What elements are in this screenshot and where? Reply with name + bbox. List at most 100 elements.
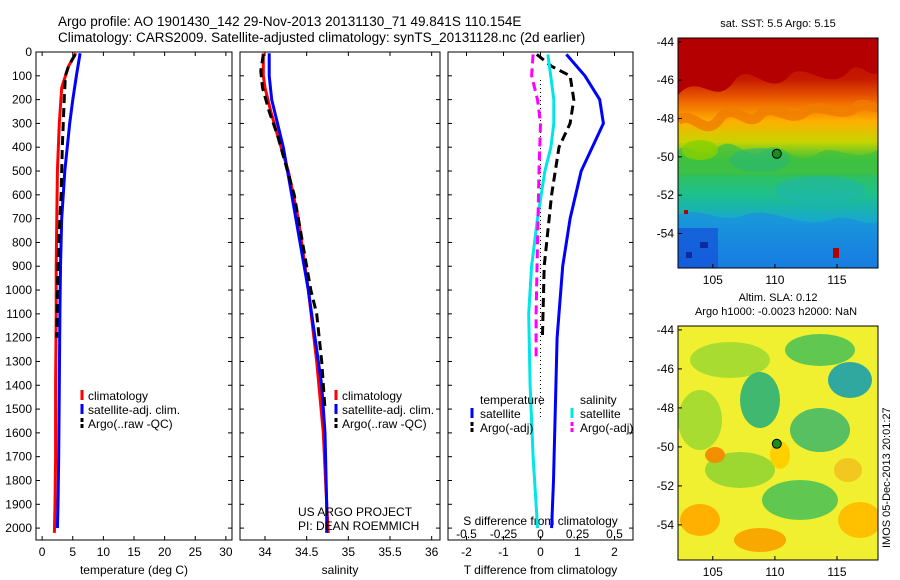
temperature-xtick-label: 0 bbox=[39, 545, 46, 559]
temperature-series-2 bbox=[55, 53, 77, 338]
sla-map-subtitle: Argo h1000: -0.0023 h2000: NaN bbox=[695, 306, 857, 318]
difference-xtick-label: 1 bbox=[574, 545, 581, 559]
sla-map-lat-label: -52 bbox=[657, 479, 675, 493]
sla-map-title: Altim. SLA: 0.12 bbox=[739, 292, 818, 304]
sla-map: Altim. SLA: 0.12 Argo h1000: -0.0023 h20… bbox=[657, 292, 879, 579]
depth-tick-label: 600 bbox=[12, 188, 32, 202]
depth-tick-label: 400 bbox=[12, 140, 32, 154]
salinity-series-1 bbox=[267, 53, 329, 533]
temperature-axis-label: temperature (deg C) bbox=[80, 563, 188, 577]
salinity-xtick-label: 34 bbox=[258, 545, 272, 559]
s-diff-xtick-label: -0.5 bbox=[456, 527, 477, 541]
depth-tick-label: 200 bbox=[12, 93, 32, 107]
sst-map-lon-label: 105 bbox=[703, 273, 723, 287]
salinity-xtick-label: 35 bbox=[342, 545, 356, 559]
diff-legend-label: satellite bbox=[480, 407, 521, 421]
project-annotation: US ARGO PROJECT bbox=[298, 505, 413, 519]
diff-legend-label: Argo(-adj) bbox=[580, 421, 633, 435]
sla-map-lat-label: -46 bbox=[657, 362, 675, 376]
diff-legend-label: Argo(-adj) bbox=[480, 421, 533, 435]
temperature-legend-label: Argo(..raw -QC) bbox=[88, 417, 173, 431]
salinity-xtick-label: 34.5 bbox=[295, 545, 319, 559]
sla-map-lon-label: 110 bbox=[765, 565, 784, 579]
difference-axis-label: T difference from climatology bbox=[464, 563, 618, 577]
temperature-xtick-label: 30 bbox=[219, 545, 233, 559]
difference-series-3 bbox=[530, 54, 542, 362]
sst-map-lat-label: -52 bbox=[657, 188, 675, 202]
depth-tick-label: 1600 bbox=[5, 426, 32, 440]
temperature-xtick-label: 25 bbox=[189, 545, 203, 559]
temperature-series-1 bbox=[55, 52, 82, 529]
depth-tick-label: 1300 bbox=[5, 354, 32, 368]
salinity-series-2 bbox=[259, 54, 327, 410]
temperature-legend-label: satellite-adj. clim. bbox=[88, 403, 180, 417]
temperature-frame bbox=[35, 51, 233, 541]
sla-map-lon-label: 115 bbox=[827, 565, 846, 579]
salinity-axis-label: salinity bbox=[322, 563, 359, 577]
sla-map-lat-label: -54 bbox=[657, 518, 675, 532]
depth-tick-label: 900 bbox=[12, 259, 32, 273]
header-line-2: Climatology: CARS2009. Satellite-adjuste… bbox=[58, 30, 585, 45]
difference-xtick-label: 0 bbox=[537, 545, 544, 559]
depth-tick-label: 1100 bbox=[6, 307, 32, 321]
difference-xtick-label: -1 bbox=[498, 545, 509, 559]
sst-map: sat. SST: 5.5 Argo: 5.15 105 110 115 -44 -46… bbox=[657, 18, 879, 287]
difference-xtick-label: -2 bbox=[461, 545, 472, 559]
sst-map-lon-label: 110 bbox=[765, 273, 784, 287]
difference-xtick-label: 2 bbox=[611, 545, 618, 559]
difference-series-0 bbox=[550, 53, 605, 529]
sst-argo-location-marker bbox=[771, 148, 782, 159]
depth-tick-label: 1200 bbox=[5, 331, 32, 345]
sla-map-lat-label: -44 bbox=[657, 323, 675, 337]
sla-map-lat-label: -48 bbox=[657, 401, 675, 415]
s-diff-xtick-label: 0 bbox=[537, 527, 544, 541]
depth-tick-label: 700 bbox=[12, 212, 32, 226]
sst-map-lat-label: -54 bbox=[657, 227, 675, 241]
diff-legend-title: salinity bbox=[580, 393, 617, 407]
s-diff-xtick-label: -0.25 bbox=[490, 527, 518, 541]
depth-tick-label: 1400 bbox=[5, 378, 32, 392]
sla-map-image bbox=[678, 326, 878, 560]
depth-tick-label: 2000 bbox=[5, 521, 32, 535]
difference-series-1 bbox=[535, 53, 576, 338]
temperature-series-0 bbox=[52, 52, 78, 533]
depth-tick-label: 100 bbox=[12, 69, 32, 83]
temperature-xtick-label: 10 bbox=[97, 545, 111, 559]
temperature-xtick-label: 5 bbox=[69, 545, 76, 559]
depth-tick-label: 1900 bbox=[5, 497, 32, 511]
timestamp: IMOS 05-Dec-2013 20:01:27 bbox=[881, 407, 893, 548]
temperature-profile-plot: 0100200300400500600700800900100011001200… bbox=[5, 45, 233, 577]
temperature-legend-label: climatology bbox=[88, 389, 148, 403]
temperature-xtick-label: 20 bbox=[158, 545, 172, 559]
depth-tick-label: 300 bbox=[12, 116, 32, 130]
depth-tick-label: 1700 bbox=[5, 450, 32, 464]
header-line-1: Argo profile: AO 1901430_142 29-Nov-2013… bbox=[58, 14, 521, 29]
depth-tick-label: 1000 bbox=[5, 283, 32, 297]
salinity-legend-label: Argo(..raw -QC) bbox=[342, 417, 427, 431]
diff-legend-title: temperature bbox=[480, 393, 545, 407]
sst-map-lat-label: -50 bbox=[657, 150, 675, 164]
difference-series-2 bbox=[527, 54, 556, 529]
depth-tick-label: 500 bbox=[12, 164, 32, 178]
sla-argo-location-marker bbox=[771, 438, 782, 449]
depth-tick-label: 0 bbox=[25, 45, 32, 59]
depth-tick-label: 1500 bbox=[5, 402, 32, 416]
salinity-xtick-label: 35.5 bbox=[378, 545, 402, 559]
temperature-xtick-label: 15 bbox=[127, 545, 141, 559]
depth-tick-label: 1800 bbox=[5, 473, 32, 487]
sla-map-lat-label: -50 bbox=[657, 440, 675, 454]
difference-profile-plot: -2 -1 0 1 2 -0.5 -0.25 0 0.25 0.5S difference fro… bbox=[447, 51, 634, 577]
salinity-xtick-label: 36 bbox=[425, 545, 439, 559]
project-annotation: PI: DEAN ROEMMICH bbox=[298, 519, 419, 533]
sla-map-lon-label: 105 bbox=[703, 565, 723, 579]
salinity-profile-plot: 34 34.5 35 35.5 36 salinity climatologysatelli… bbox=[239, 51, 441, 577]
s-diff-xtick-label: 0.25 bbox=[566, 527, 590, 541]
sst-map-lat-label: -44 bbox=[657, 35, 675, 49]
s-diff-xtick-label: 0.5 bbox=[606, 527, 623, 541]
sst-map-lat-label: -46 bbox=[657, 73, 675, 87]
sst-map-lat-label: -48 bbox=[657, 112, 675, 126]
salinity-legend-label: climatology bbox=[342, 389, 402, 403]
s-diff-axis-label: S difference from climatology bbox=[463, 514, 618, 528]
depth-tick-label: 800 bbox=[12, 235, 32, 249]
